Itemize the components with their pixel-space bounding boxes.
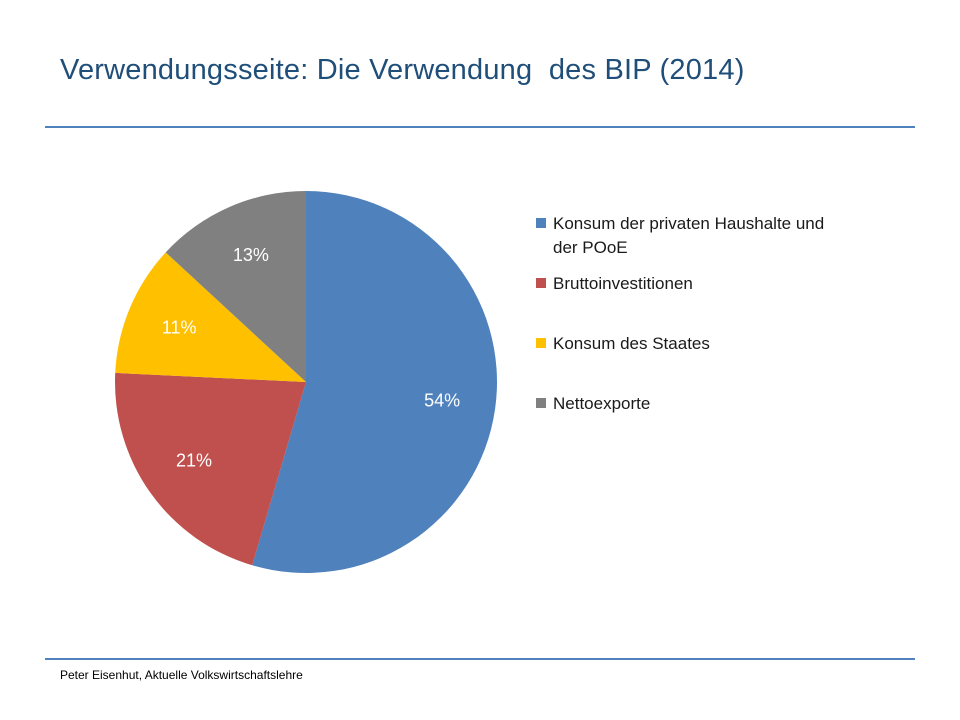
- data-label-net-exports: 13%: [233, 245, 269, 265]
- pie-slice-net-exports: [165, 191, 306, 382]
- legend-swatch-net-exports: [536, 398, 546, 408]
- footer-divider: [45, 658, 915, 660]
- legend-label-net-exports: Nettoexporte: [553, 394, 651, 413]
- legend-item-private-consumption: Konsum der privaten Haushalte und der PO…: [536, 212, 853, 260]
- title-divider: [45, 126, 915, 128]
- legend-swatch-gross-investment: [536, 278, 546, 288]
- pie-slice-government-consumption: [115, 252, 306, 382]
- legend-label-gross-investment: Bruttoinvestitionen: [553, 274, 693, 293]
- legend-label-government-consumption: Konsum des Staates: [553, 334, 710, 353]
- pie-slice-gross-investment: [115, 372, 306, 566]
- data-label-private-consumption: 54%: [424, 390, 460, 410]
- legend-swatch-government-consumption: [536, 338, 546, 348]
- footer-text: Peter Eisenhut, Aktuelle Volkswirtschaft…: [60, 668, 303, 682]
- legend-swatch-private-consumption: [536, 218, 546, 228]
- pie-slice-private-consumption: [252, 191, 497, 573]
- legend-item-net-exports: Nettoexporte: [536, 392, 853, 416]
- legend-item-gross-investment: Bruttoinvestitionen: [536, 272, 853, 296]
- slide-title: Verwendungsseite: Die Verwendung des BIP…: [60, 54, 745, 86]
- data-label-gross-investment: 21%: [176, 451, 212, 471]
- data-label-government-consumption: 11%: [162, 318, 197, 338]
- legend-label-private-consumption: Konsum der privaten Haushalte und der PO…: [553, 214, 825, 257]
- legend-item-government-consumption: Konsum des Staates: [536, 332, 853, 356]
